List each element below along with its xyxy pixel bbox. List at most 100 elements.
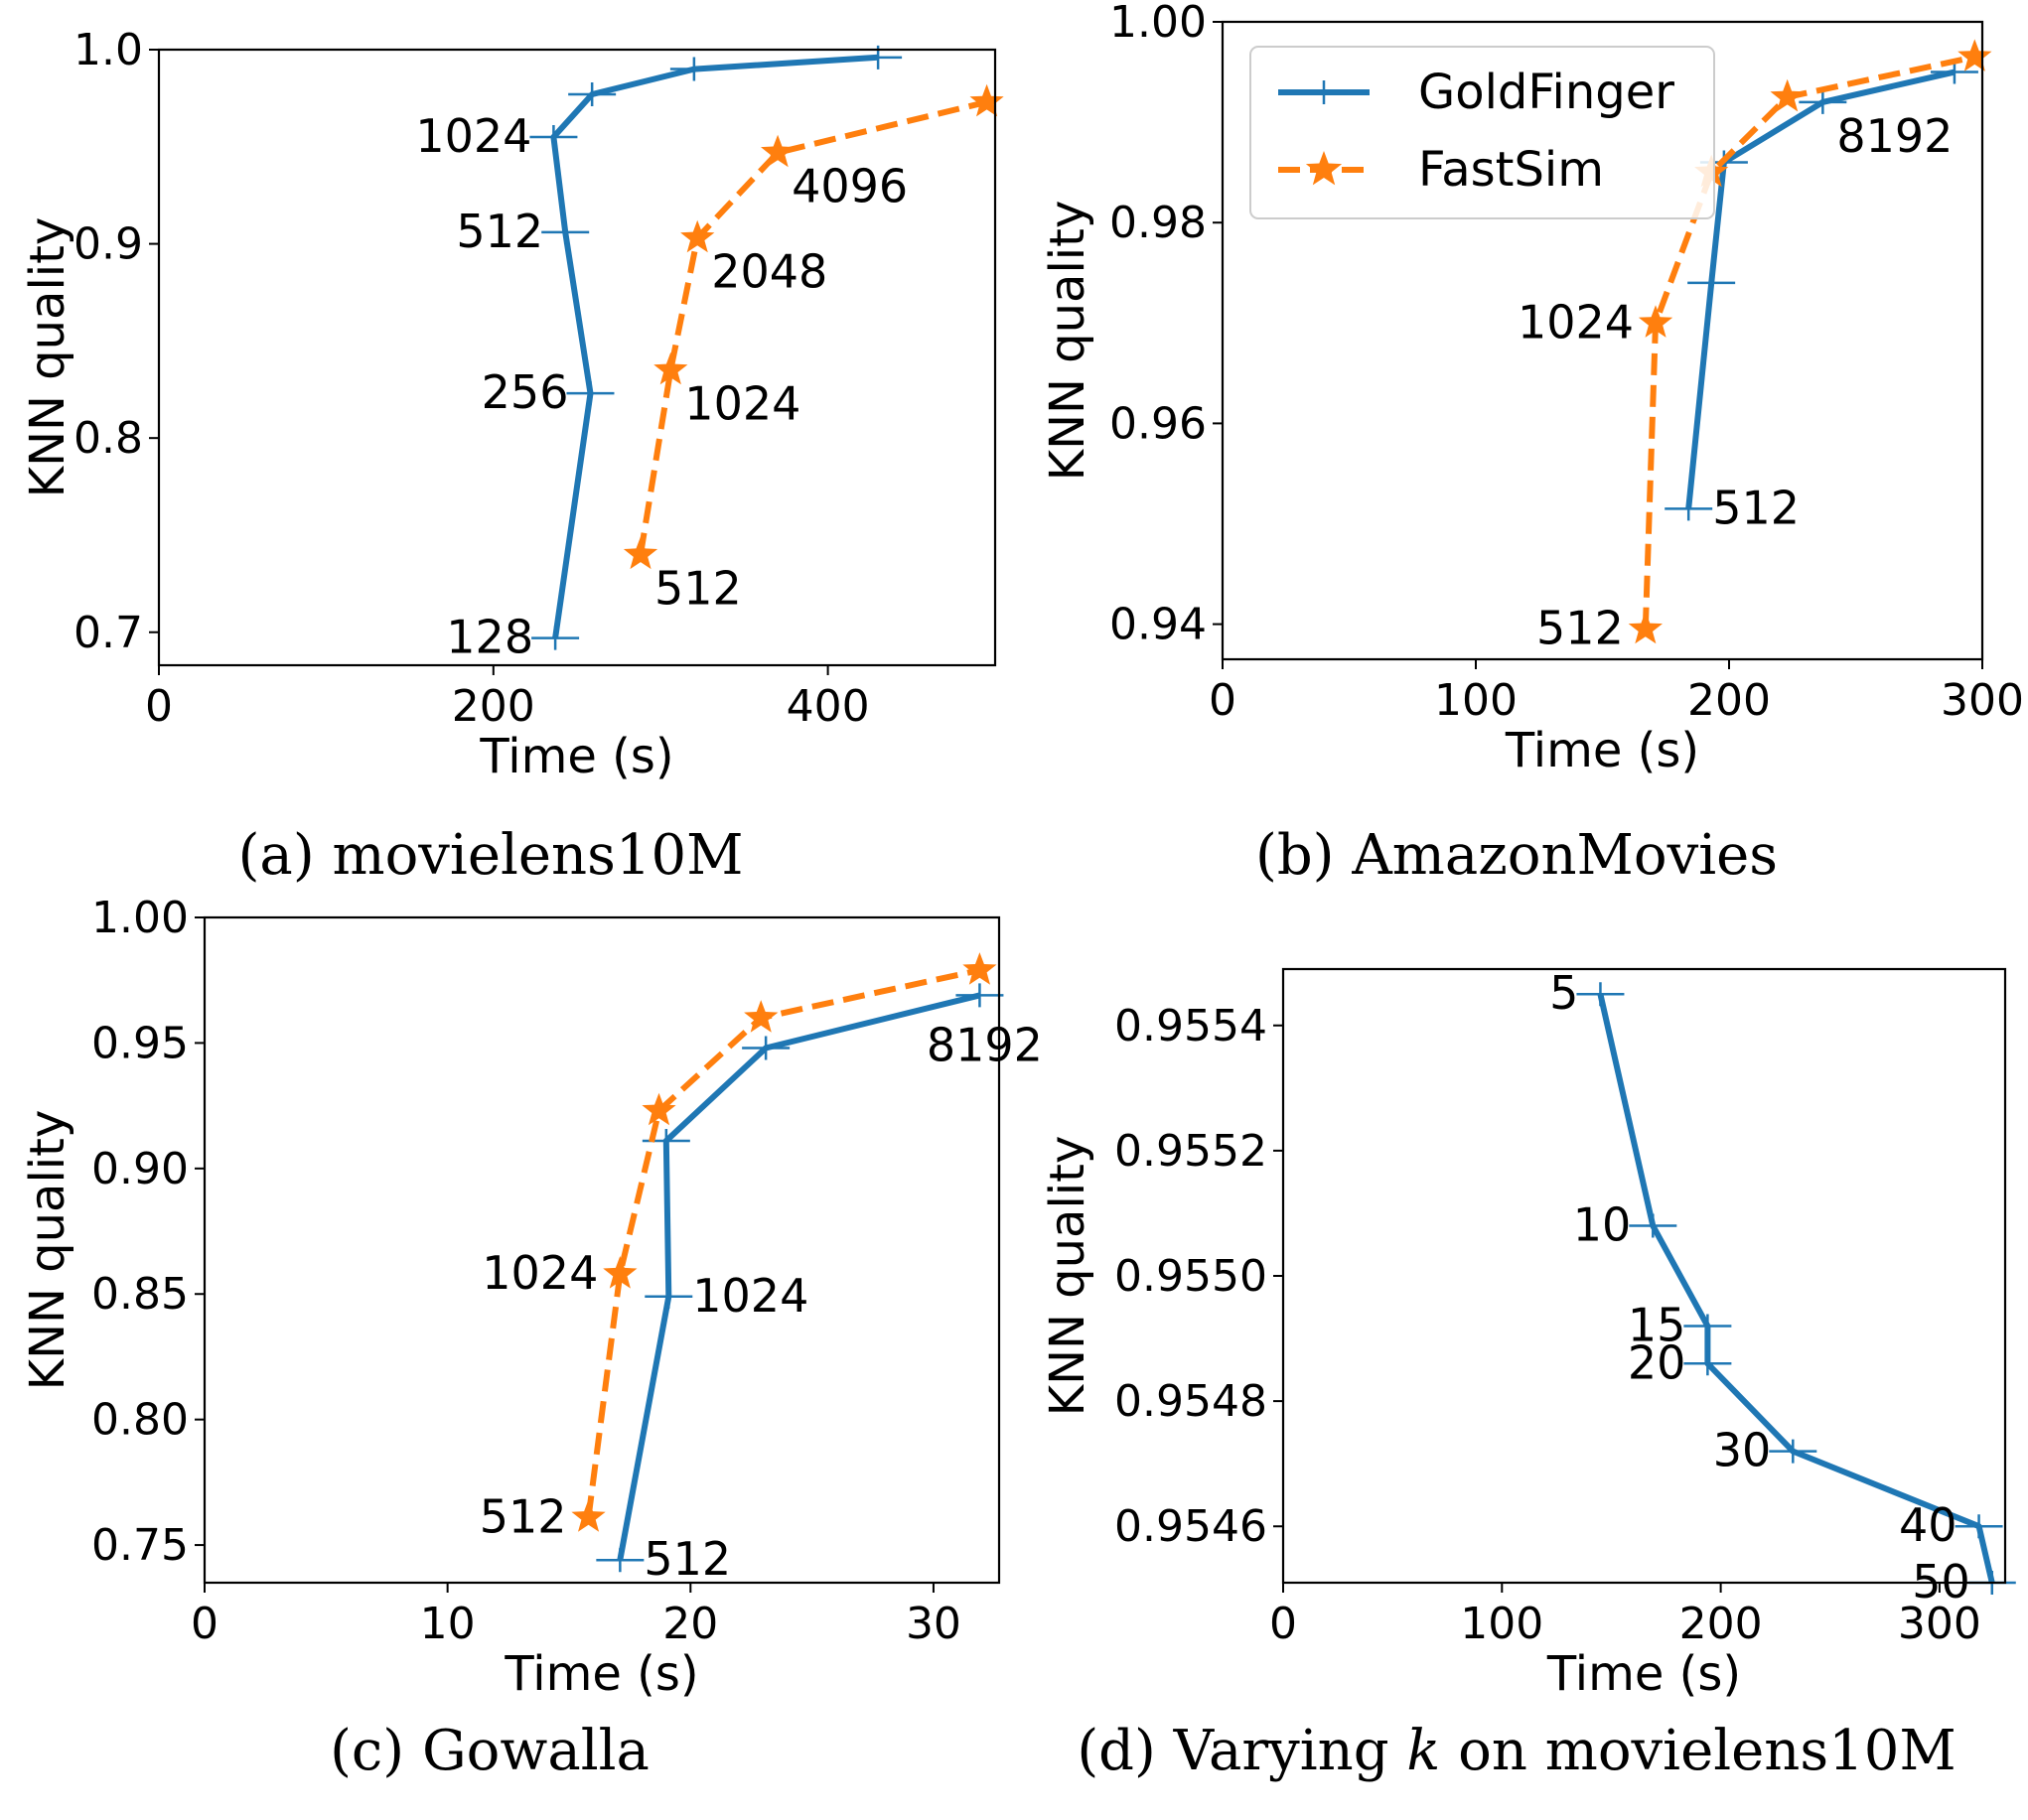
y-tick-label: 0.85 [91,1269,189,1320]
point-label: 2048 [711,245,827,299]
series-line-goldfinger [1597,993,1995,1584]
x-tick-label: 300 [1941,675,2024,726]
y-tick-label: 0.96 [1109,398,1207,449]
y-axis-label: KNN quality [20,1110,75,1391]
y-tick-label: 1.0 [73,25,143,75]
chart-panel-1: 0 200 400 0.7 0.8 0.9 1.0 Time (s) KNN quality 12… [20,25,1004,888]
data-point-goldfinger [742,1036,791,1060]
y-axis-label: KNN quality [1040,1136,1095,1417]
y-tick-label: 0.7 [73,608,143,658]
plot-area [203,915,1001,1585]
data-point-fastsim [680,219,715,253]
y-tick-label: 0.9 [73,219,143,270]
data-point-goldfinger [955,983,1004,1008]
point-label: 40 [1899,1498,1957,1552]
y-tick-label: 0.9552 [1114,1126,1267,1177]
y-tick-label: 0.9550 [1114,1251,1267,1302]
data-point-fastsim [1770,78,1805,112]
plot-area [1221,20,1984,661]
data-point-fastsim [744,1000,779,1033]
x-tick-label: 10 [420,1599,476,1649]
data-point-fastsim [1957,39,1992,71]
x-tick-label: 100 [1434,675,1518,726]
x-tick-label: 0 [145,681,173,732]
data-point-goldfinger [541,219,590,244]
chart-panel-4: 0 100 200 300 0.9546 0.9548 0.9550 0.9552 0.9554… [1040,966,2016,1783]
data-point-goldfinger [1576,982,1625,1007]
y-tick-label: 1.00 [91,893,189,943]
point-label: 512 [480,1489,567,1543]
point-label: 20 [1628,1335,1686,1389]
x-tick-label: 0 [1209,675,1236,726]
series-line-fastsim [585,967,981,1518]
point-label: 128 [446,611,533,664]
chart-panel-2: 0 100 200 300 0.94 0.96 0.98 1.00 Time (s) KNN qu… [1040,0,2024,888]
data-point-goldfinger [1683,1351,1732,1376]
data-point-fastsim [603,1256,638,1289]
x-tick-label: 200 [1679,1599,1763,1649]
point-label: 4096 [792,160,908,213]
data-point-fastsim [969,83,1004,117]
data-point-goldfinger [531,626,580,650]
y-axis-label: KNN quality [20,217,75,498]
panel-caption: (d) Varying k on movielens10M [1077,1719,1956,1783]
point-label: 1024 [692,1269,808,1323]
caption-part: (d) Varying [1077,1719,1406,1783]
point-label: 8192 [927,1018,1043,1071]
y-tick-label: 0.9546 [1114,1501,1267,1552]
data-point-fastsim [571,1499,606,1532]
panel-caption: (b) AmazonMovies [1255,823,1778,888]
point-label: 1024 [482,1246,598,1300]
point-label: 256 [482,365,569,419]
point-label: 1024 [415,109,531,163]
x-tick-label: 20 [662,1599,718,1649]
data-point-goldfinger [1687,270,1736,295]
x-axis-label: Time (s) [1505,723,1699,778]
x-tick-label: 0 [1269,1599,1297,1649]
point-label: 512 [644,1532,731,1586]
y-tick-label: 0.94 [1109,600,1207,650]
point-label: 10 [1573,1198,1632,1252]
data-point-goldfinger [596,1548,645,1573]
y-tick-label: 0.8 [73,413,143,464]
plot-area [1281,967,2007,1585]
data-point-goldfinger [1683,1314,1732,1338]
y-tick-label: 0.95 [91,1018,189,1068]
legend-marker-goldfinger [1300,80,1348,104]
data-point-goldfinger [568,81,617,106]
legend-label-goldfinger: GoldFinger [1418,65,1674,120]
y-tick-label: 0.90 [91,1144,189,1194]
x-tick-label: 100 [1460,1599,1543,1649]
x-axis-label: Time (s) [504,1646,698,1702]
point-label: 512 [1712,481,1800,534]
point-label: 512 [456,205,543,258]
y-tick-label: 0.98 [1109,198,1207,248]
point-label: 15 [1628,1298,1686,1351]
point-label: 512 [654,562,742,616]
legend-label-fastsim: FastSim [1418,142,1604,198]
data-point-goldfinger [1665,496,1713,521]
point-label: 1024 [1518,295,1634,349]
x-tick-label: 200 [1687,675,1771,726]
y-tick-label: 0.75 [91,1520,189,1571]
data-point-goldfinger [1955,1514,2003,1539]
x-tick-label: 300 [1898,1599,1981,1649]
data-point-fastsim [642,1092,676,1126]
y-tick-label: 0.9554 [1114,1001,1267,1051]
data-point-goldfinger [1629,1213,1677,1238]
data-point-goldfinger [645,1284,693,1309]
point-label: 30 [1713,1424,1772,1477]
y-tick-label: 1.00 [1109,0,1207,48]
data-point-goldfinger [566,381,615,406]
data-point-goldfinger [669,57,718,81]
point-label: 8192 [1836,109,1953,163]
data-point-goldfinger [1769,1439,1817,1464]
x-axis-label: Time (s) [479,729,673,784]
data-point-fastsim [653,351,688,385]
data-point-fastsim [962,952,997,985]
x-tick-label: 30 [906,1599,961,1649]
y-axis-label: KNN quality [1040,201,1095,482]
series-line-fastsim [1642,54,1975,630]
x-tick-label: 400 [787,681,870,732]
